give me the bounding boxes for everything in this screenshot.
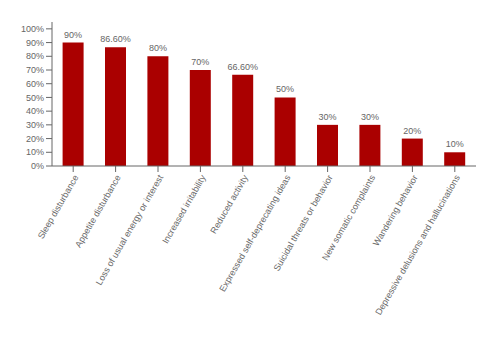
svg-text:90%: 90% — [26, 38, 44, 48]
svg-text:30%: 30% — [26, 120, 44, 130]
svg-text:70%: 70% — [26, 65, 44, 75]
svg-text:30%: 30% — [361, 112, 379, 122]
svg-text:Loss of usual energy or intere: Loss of usual energy or interest — [94, 173, 166, 287]
svg-text:20%: 20% — [26, 134, 44, 144]
svg-text:40%: 40% — [26, 106, 44, 116]
svg-text:Reduced activity: Reduced activity — [208, 173, 250, 236]
svg-text:Suicidal threats or behavior: Suicidal threats or behavior — [271, 173, 335, 273]
svg-text:10%: 10% — [26, 147, 44, 157]
svg-text:80%: 80% — [149, 43, 167, 53]
svg-text:80%: 80% — [26, 51, 44, 61]
svg-text:90%: 90% — [64, 30, 82, 40]
svg-text:86.60%: 86.60% — [100, 34, 131, 44]
svg-text:70%: 70% — [191, 57, 209, 67]
svg-text:Increased irritability: Increased irritability — [160, 173, 208, 246]
svg-text:Sleep disturbance: Sleep disturbance — [36, 173, 81, 240]
svg-text:Expressed self-deprecating ide: Expressed self-deprecating ideas — [217, 173, 292, 294]
svg-text:10%: 10% — [446, 139, 464, 149]
svg-text:30%: 30% — [318, 112, 336, 122]
svg-text:Depressive delusions and hallu: Depressive delusions and hallucinations — [373, 173, 462, 317]
svg-text:Wandering behavior: Wandering behavior — [371, 173, 420, 247]
svg-text:66.60%: 66.60% — [227, 62, 258, 72]
svg-text:50%: 50% — [276, 84, 294, 94]
svg-text:60%: 60% — [26, 79, 44, 89]
svg-text:Appetite disturbance: Appetite disturbance — [73, 173, 123, 249]
svg-text:New somatic complaints: New somatic complaints — [320, 173, 377, 262]
svg-text:20%: 20% — [403, 126, 421, 136]
svg-text:100%: 100% — [21, 24, 44, 34]
svg-text:0%: 0% — [31, 161, 44, 171]
svg-text:50%: 50% — [26, 93, 44, 103]
